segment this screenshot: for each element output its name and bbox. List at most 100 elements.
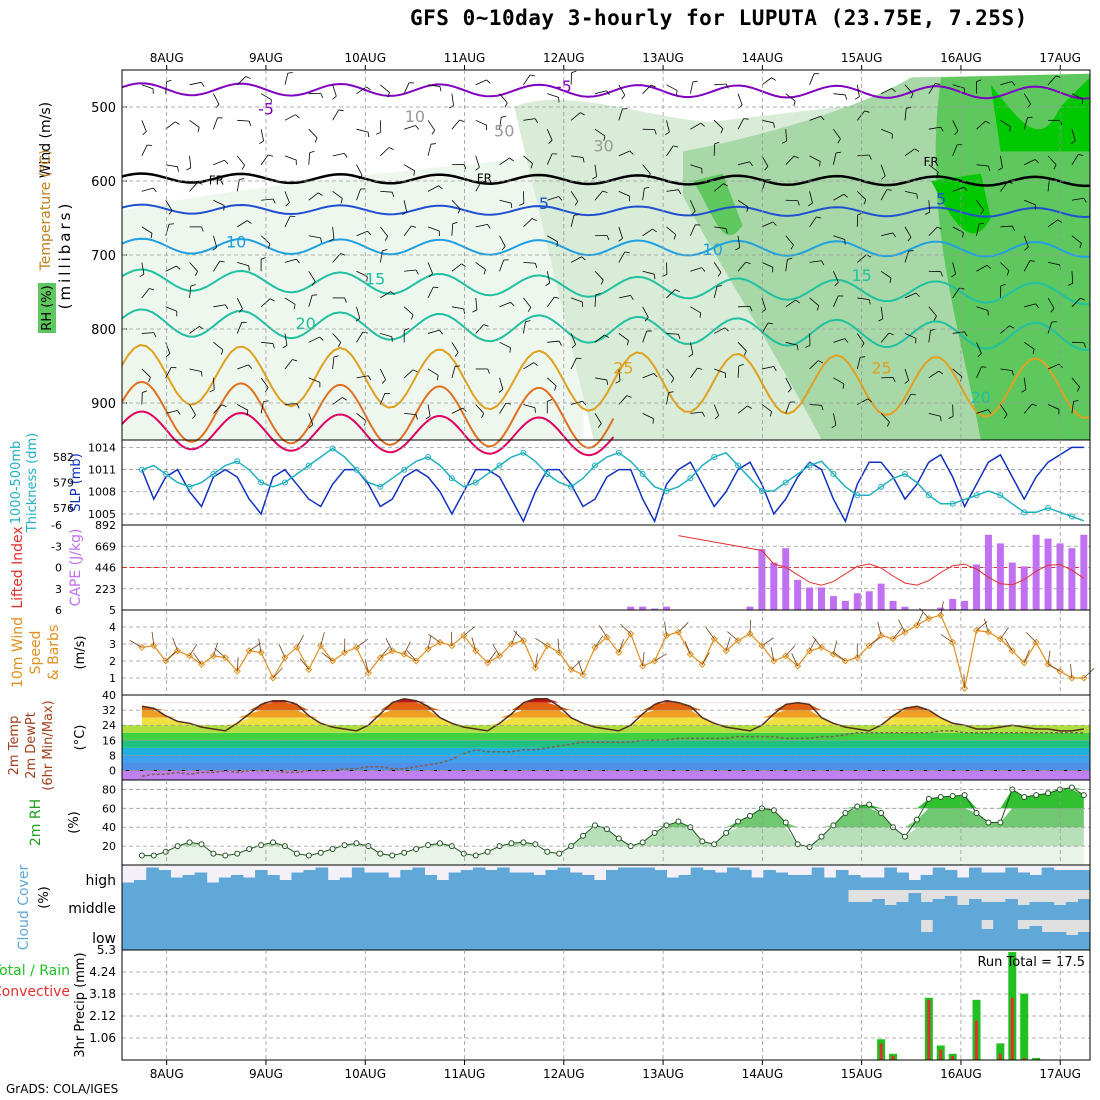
cloud-bar [1053,932,1067,950]
wind-barb-flag [701,267,706,272]
cloud-bar [303,890,317,920]
cape-tick-label: 223 [95,583,116,596]
cloud-bar [678,920,692,950]
wind-speed-marker [651,657,659,665]
wind-speed-marker [257,648,265,657]
rh-marker [913,816,920,823]
rh-marker [401,849,408,856]
contour-label: FR [924,155,939,169]
wind-barb-flag [592,176,597,180]
cloud-bar [581,875,595,890]
rh-axis-label: 2m RH [28,799,44,846]
wind-barb-flag [771,77,777,81]
rh-marker [770,807,777,814]
wind-barb [725,637,731,651]
rh-marker [1068,784,1075,791]
rh-marker [699,838,706,845]
wind-barb [570,215,575,227]
wind-barb-flag [653,373,658,378]
wind-speed-marker [150,642,158,650]
wind-barb-flag [487,224,491,229]
wind-barb-flag [906,106,912,109]
wind-barb [904,108,907,121]
wind-barb [952,331,965,334]
wind-barb [618,295,631,299]
rh-marker [246,845,253,852]
wind-barb-flag [986,264,992,269]
contour-label: 30 [593,136,613,155]
wind-barb [1024,159,1036,166]
cloud-bar [533,890,546,920]
li-tick-label: 6 [55,604,62,617]
wind-barb-flag [831,424,837,429]
wind-speed-marker [686,650,694,658]
wind-barb [833,193,845,201]
wind-barb-flag [269,298,275,302]
cloud-bar [739,920,752,950]
legend-rh: RH (%) [40,285,55,330]
wind-barb [785,299,796,308]
wind-barb-flag [558,340,562,346]
wind-barb [299,658,310,670]
wind-barb [856,84,860,97]
rh-mid-area [935,73,1090,440]
wind-barb [618,639,624,653]
wind-barb [737,199,749,208]
cloud-units-label: (%) [37,886,52,909]
wind-barb [189,285,192,298]
y-tick-label: 16 [102,734,116,747]
cloud-bar [267,875,280,890]
y-tick-label: 4 [109,621,116,634]
x-tick-label-top: 13AUG [642,51,684,65]
wind-barb [713,404,720,416]
wind-barb-flag [463,164,467,170]
y-tick-label-left: 582 [53,451,74,464]
cloud-bar [339,877,353,890]
cloud-bar [485,920,498,950]
rh-marker [878,810,885,817]
thickness-marker [210,471,217,477]
wind-barb [451,407,463,414]
wind-barb [499,157,510,166]
wind-barb [237,404,249,411]
thickness-marker [162,471,169,477]
wind-barb [523,321,526,334]
y-tick-label-right: 1008 [88,486,116,499]
y-tick-label: 40 [102,689,116,702]
wind-barb [690,267,702,272]
contour-label: 50 [494,122,514,141]
wind-barb-flag [668,391,674,394]
wind-barb-flag [186,167,191,171]
wind-barb-flag [985,120,991,124]
wind-barb-flag [915,292,920,297]
wind-barb [904,226,912,238]
wind-barb [189,155,192,168]
wind-barb-flag [472,309,478,313]
wind-barb [833,652,846,662]
rh-marker [580,832,587,839]
thickness-marker [639,471,646,477]
wind-barb [618,190,630,197]
wind-barb [427,635,432,650]
wind-barb [356,306,361,319]
wind-barb-flag [673,234,677,240]
cloud-bar [981,872,994,890]
x-tick-label-top: 9AUG [249,51,283,65]
wind-barb-flag [1006,270,1010,276]
cloud-bar [690,890,704,920]
legend-wind: Wind (m/s) [38,102,54,178]
wind-speed-marker [233,667,241,675]
wind-barb-flag [239,178,245,180]
wind-barb-flag [483,324,489,327]
cloud-bar [279,920,292,950]
wind-barb [1047,663,1061,672]
cloud-bar [303,920,317,950]
cloud-bar [509,872,522,890]
li-tick-label: -6 [51,519,62,532]
temp-band [122,732,1090,741]
wind-barb [260,377,269,388]
wind-barb [952,287,960,299]
cloud-bar [545,870,559,890]
wind-barb-flag [795,299,801,304]
wind-barb [406,650,417,662]
